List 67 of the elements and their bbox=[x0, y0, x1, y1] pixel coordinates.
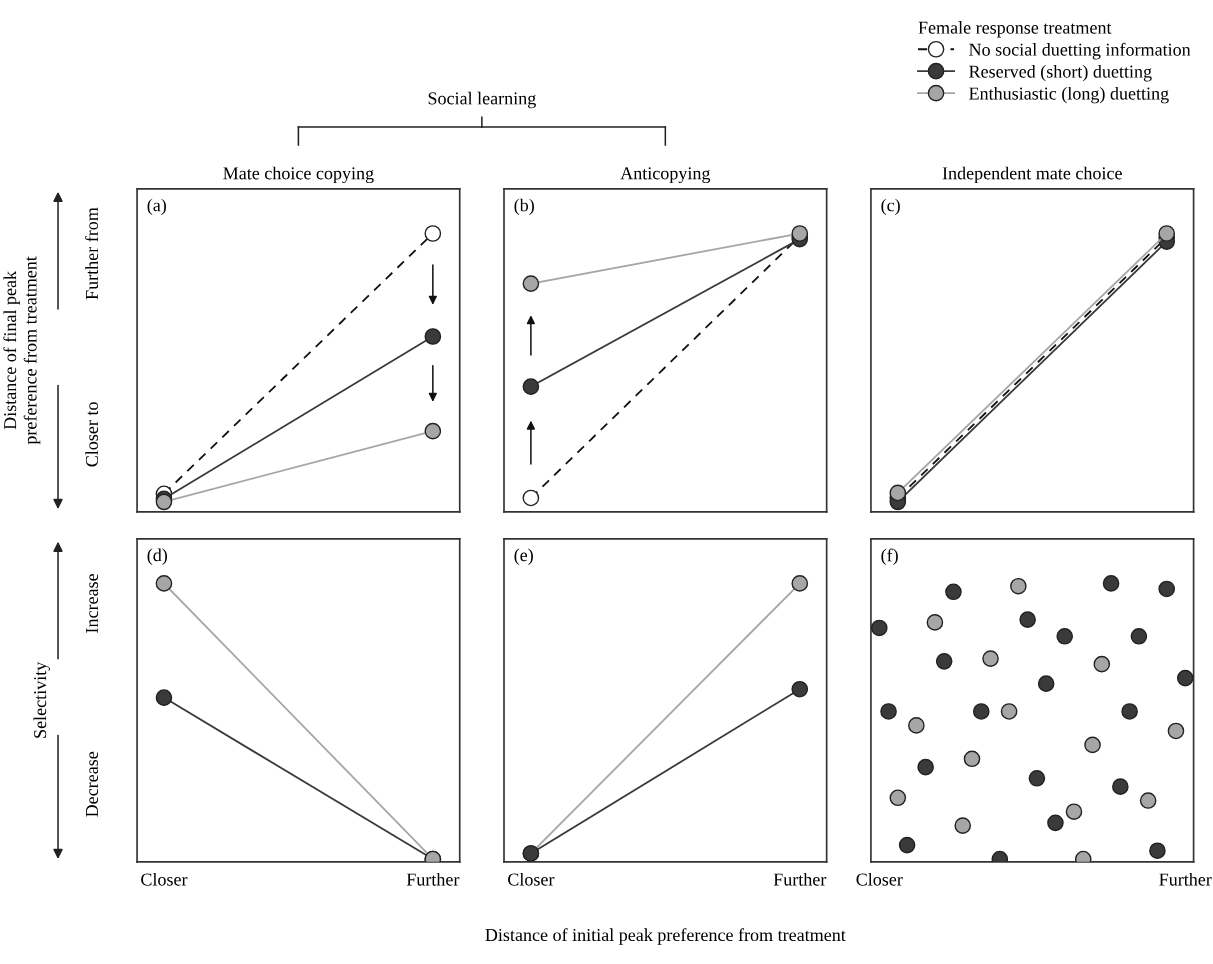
point bbox=[1112, 778, 1129, 795]
chart-title: Mate choice copying bbox=[223, 166, 374, 184]
point bbox=[1000, 703, 1018, 720]
point bbox=[1139, 792, 1157, 809]
text: Decrease bbox=[86, 751, 99, 817]
point bbox=[1037, 675, 1055, 692]
text: (c) bbox=[881, 198, 900, 216]
text: (a) bbox=[147, 198, 166, 216]
x-tick-label: Closer bbox=[141, 872, 188, 886]
point bbox=[424, 422, 442, 440]
point bbox=[972, 703, 990, 720]
legend-title: Female response treatment bbox=[918, 21, 1112, 38]
point bbox=[1047, 814, 1064, 832]
x-tick-label: Further bbox=[773, 872, 827, 886]
point bbox=[1028, 769, 1046, 787]
point bbox=[945, 583, 962, 601]
legend-label: Enthusiastic (long) duetting bbox=[969, 86, 1169, 104]
point bbox=[424, 225, 442, 242]
x-tick-label: Further bbox=[406, 872, 460, 886]
y-axis-title: Selectivity bbox=[33, 661, 50, 738]
point bbox=[522, 378, 540, 395]
point bbox=[1167, 722, 1185, 740]
point bbox=[1121, 703, 1138, 720]
point bbox=[908, 717, 925, 734]
point bbox=[880, 703, 897, 720]
text: (b) bbox=[514, 198, 534, 216]
point bbox=[1056, 628, 1074, 645]
point bbox=[522, 275, 540, 292]
point bbox=[870, 619, 888, 637]
point bbox=[889, 484, 907, 502]
point bbox=[1065, 803, 1083, 821]
x-tick-label: Closer bbox=[856, 872, 903, 886]
text: (d) bbox=[147, 548, 168, 565]
point bbox=[1102, 575, 1120, 592]
legend-label: No social duetting information bbox=[969, 42, 1191, 60]
chart-title: Anticopying bbox=[620, 167, 711, 184]
text: Further from bbox=[85, 207, 99, 300]
legend-label: Reserved (short) duetting bbox=[969, 65, 1152, 82]
point bbox=[1158, 225, 1176, 242]
text: (f) bbox=[881, 548, 898, 566]
point bbox=[898, 836, 916, 854]
x-tick-label: Further bbox=[1159, 872, 1212, 886]
y-axis-title: Distance of final peak preference from treatment bbox=[3, 256, 41, 445]
x-axis-title: Distance of initial peak preference from treatment bbox=[485, 928, 846, 945]
point bbox=[1176, 669, 1194, 687]
point bbox=[424, 328, 442, 345]
point bbox=[1093, 655, 1111, 673]
text: Closer to bbox=[85, 402, 99, 467]
point bbox=[522, 489, 540, 507]
point bbox=[1019, 611, 1036, 628]
point bbox=[1158, 580, 1176, 598]
point bbox=[1149, 842, 1166, 859]
text: (e) bbox=[514, 548, 533, 565]
point bbox=[1130, 628, 1148, 645]
point bbox=[935, 653, 953, 670]
x-tick-label: Closer bbox=[508, 872, 555, 886]
point bbox=[1084, 736, 1101, 754]
text: Social learning bbox=[428, 91, 536, 109]
point bbox=[926, 614, 944, 631]
point bbox=[889, 789, 907, 807]
point bbox=[1010, 577, 1027, 595]
point bbox=[963, 750, 981, 768]
point bbox=[954, 817, 972, 834]
point bbox=[917, 758, 934, 776]
text: Increase bbox=[86, 574, 99, 633]
point bbox=[982, 650, 999, 667]
chart-title: Independent mate choice bbox=[942, 166, 1122, 184]
